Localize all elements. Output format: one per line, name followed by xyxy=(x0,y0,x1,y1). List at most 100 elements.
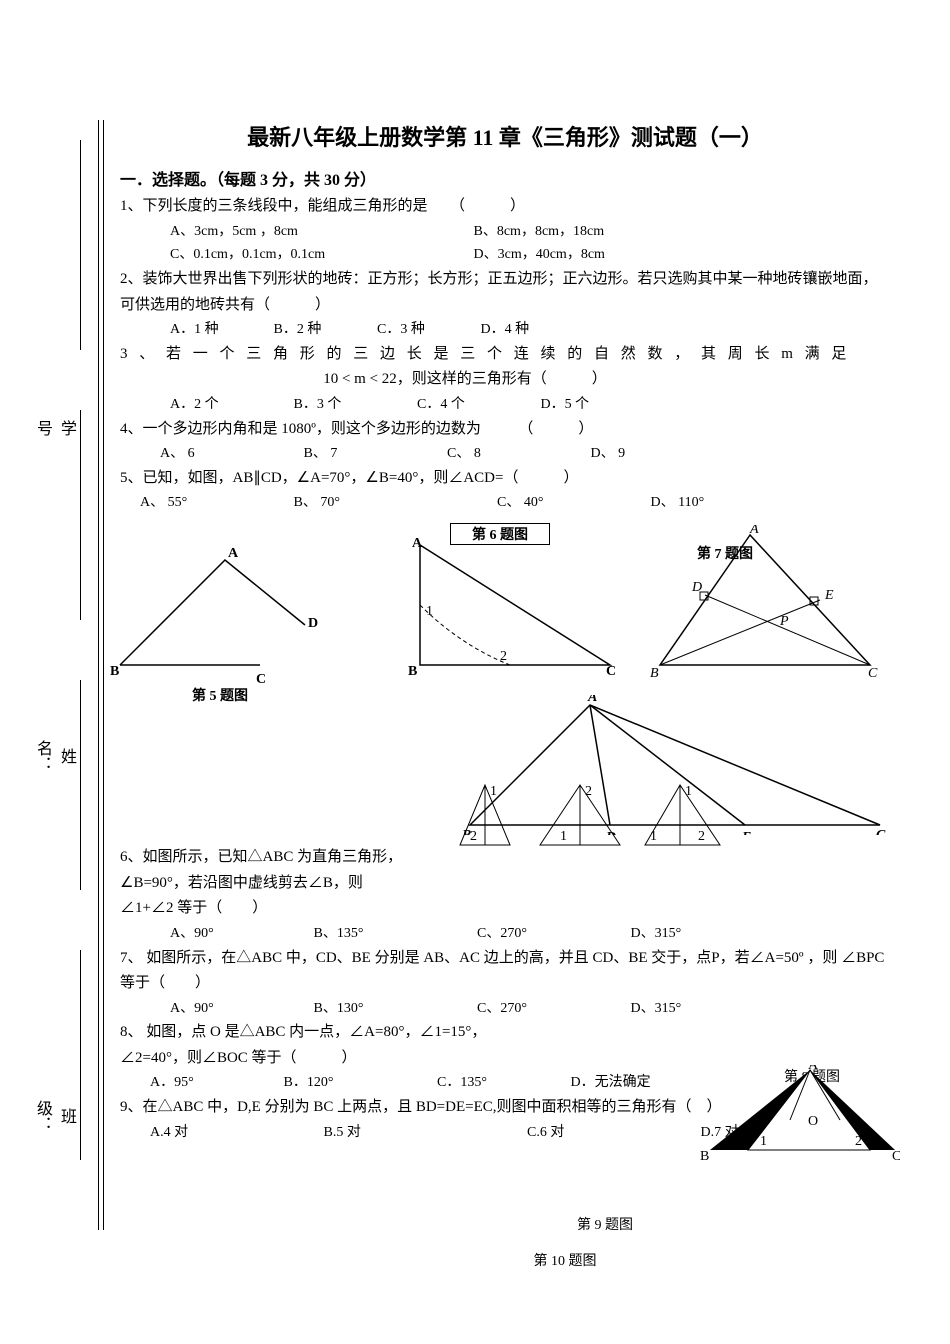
q6-opt-d: D、315° xyxy=(631,922,682,946)
q1-stem: 1、下列长度的三条线段中，能组成三角形的是 （ ） xyxy=(120,194,890,220)
q6-l3: ∠1+∠2 等于（ ） xyxy=(120,896,890,922)
fig10-caption: 第 10 题图 xyxy=(240,1250,890,1270)
page: 学号 姓名： 班级： 最新八年级上册数学第 11 章《三角形》测试题（一） 一．… xyxy=(0,0,950,1344)
svg-text:1: 1 xyxy=(760,1134,767,1149)
svg-text:1: 1 xyxy=(650,829,657,844)
q6-opt-a: A、90° xyxy=(170,922,310,946)
fig8-svg: A B C 1 2 O xyxy=(700,1065,900,1160)
q2-opt-a: A．1 种 xyxy=(170,318,270,342)
svg-text:C: C xyxy=(606,664,616,679)
q5-opt-d: D、 110° xyxy=(651,491,705,515)
q6-l2: ∠B=90°，若沿图中虚线剪去∠B，则 xyxy=(120,871,890,897)
svg-text:E: E xyxy=(824,588,834,603)
q1-opt-b: B、8cm，8cm，18cm xyxy=(474,220,605,244)
side-line-4 xyxy=(80,950,81,1160)
svg-text:D: D xyxy=(308,616,318,631)
page-title: 最新八年级上册数学第 11 章《三角形》测试题（一） xyxy=(120,120,890,152)
q4-opt-a: A、 6 xyxy=(160,442,300,466)
q8-opt-c: C．135° xyxy=(437,1071,567,1095)
side-line-2 xyxy=(80,410,81,620)
q3-stem: 3 、 若 一 个 三 角 形 的 三 边 长 是 三 个 连 续 的 自 然 … xyxy=(120,342,890,368)
q3-opt-a: A．2 个 xyxy=(170,393,290,417)
q7-opt-b: B、130° xyxy=(314,997,474,1021)
fig5-caption: 第 5 题图 xyxy=(150,685,290,705)
svg-text:2: 2 xyxy=(698,829,705,844)
fig6-caption: 第 6 题图 xyxy=(450,523,550,545)
side-label-class: 班级： xyxy=(30,1100,78,1132)
q3-cond: 10 < m < 22，则这样的三角形有（ ） xyxy=(40,367,890,393)
q4-opt-b: B、 7 xyxy=(304,442,444,466)
svg-text:C: C xyxy=(876,828,886,835)
binding-rule xyxy=(98,120,104,1230)
svg-text:2: 2 xyxy=(470,829,477,844)
svg-text:A: A xyxy=(412,536,423,551)
q9-opt-b: B.5 对 xyxy=(324,1121,524,1145)
fig7-caption: 第 7 题图 xyxy=(680,543,770,563)
svg-text:1: 1 xyxy=(490,784,497,799)
q7-opt-a: A、90° xyxy=(170,997,310,1021)
q8-opt-d: D．无法确定 xyxy=(571,1071,651,1095)
svg-text:2: 2 xyxy=(500,649,507,664)
fig6-svg: A B C 1 2 xyxy=(400,535,630,695)
svg-text:E: E xyxy=(741,830,751,835)
svg-text:A: A xyxy=(808,1065,819,1073)
q2-options: A．1 种 B．2 种 C．3 种 D．4 种 xyxy=(170,318,890,342)
q5-opt-a: A、 55° xyxy=(140,491,290,515)
q2-opt-b: B．2 种 xyxy=(274,318,374,342)
q6-opt-b: B、135° xyxy=(314,922,474,946)
q8-l1: 8、 如图，点 O 是△ABC 内一点，∠A=80°，∠1=15°， xyxy=(120,1020,890,1046)
section-1-heading: 一．选择题。（每题 3 分，共 30 分） xyxy=(120,166,890,190)
q5-stem: 5、已知，如图，AB∥CD，∠A=70°，∠B=40°，则∠ACD=（ ） xyxy=(120,466,890,492)
side-line-1 xyxy=(80,140,81,350)
q1-opt-a: A、3cm，5cm ，8cm xyxy=(170,220,470,244)
q9-opt-a: A.4 对 xyxy=(150,1121,320,1145)
q4-stem: 4、一个多边形内角和是 1080º，则这个多边形的边数为 （ ） xyxy=(120,417,890,443)
q3-opt-c: C．4 个 xyxy=(417,393,537,417)
q7-opt-d: D、315° xyxy=(631,997,682,1021)
q7-stem: 7、 如图所示，在△ABC 中，CD、BE 分别是 AB、AC 边上的高，并且 … xyxy=(120,946,890,997)
fig9-caption: 第 9 题图 xyxy=(320,1214,890,1234)
svg-text:1: 1 xyxy=(685,784,692,799)
q8-opt-b: B．120° xyxy=(284,1071,434,1095)
q2-opt-c: C．3 种 xyxy=(377,318,477,342)
svg-text:A: A xyxy=(749,525,759,537)
q2-opt-d: D．4 种 xyxy=(481,318,530,342)
fig10-shapes: 1 2 2 1 1 1 2 xyxy=(450,775,730,870)
q7-options: A、90° B、130° C、270° D、315° xyxy=(170,997,890,1021)
svg-text:O: O xyxy=(808,1114,818,1129)
q6-block: 12 21 112 6、如图所示，已知△ABC 为直角三角形， ∠B=90°，若… xyxy=(120,845,890,945)
svg-text:1: 1 xyxy=(426,604,433,619)
q5-options: A、 55° B、 70° C、 40° D、 110° xyxy=(140,491,890,515)
side-line-3 xyxy=(80,680,81,890)
q1-opt-c: C、0.1cm，0.1cm，0.1cm xyxy=(170,243,470,267)
svg-text:1: 1 xyxy=(560,829,567,844)
svg-text:B: B xyxy=(700,1149,709,1160)
q3-options: A．2 个 B．3 个 C．4 个 D．5 个 xyxy=(170,393,890,417)
content: 最新八年级上册数学第 11 章《三角形》测试题（一） 一．选择题。（每题 3 分… xyxy=(120,120,890,1270)
svg-text:2: 2 xyxy=(585,784,592,799)
svg-text:B: B xyxy=(650,666,659,681)
svg-text:B: B xyxy=(110,664,119,679)
q9-opt-c: C.6 对 xyxy=(527,1121,697,1145)
q4-options: A、 6 B、 7 C、 8 D、 9 xyxy=(160,442,890,466)
q5-opt-c: C、 40° xyxy=(497,491,647,515)
fig5-svg: A B C D xyxy=(110,535,320,705)
svg-text:P: P xyxy=(779,614,789,629)
side-label-student-no: 学号 xyxy=(30,420,78,436)
fig8-shape: A B C 1 2 O xyxy=(700,1065,900,1165)
q1-opt-d: D、3cm，40cm，8cm xyxy=(474,243,605,267)
svg-text:C: C xyxy=(892,1149,900,1160)
q2-stem: 2、装饰大世界出售下列形状的地砖：正方形；长方形；正五边形；正六边形。若只选购其… xyxy=(120,267,890,318)
side-label-name: 姓名： xyxy=(30,740,78,772)
fig10-svg: 1 2 2 1 1 1 2 xyxy=(450,775,730,865)
q4-opt-c: C、 8 xyxy=(447,442,587,466)
q6-opt-c: C、270° xyxy=(477,922,627,946)
q5-opt-b: B、 70° xyxy=(294,491,494,515)
svg-text:C: C xyxy=(868,666,878,681)
q9-block: A B C 1 2 O 9、在△ABC 中，D,E 分别为 BC 上两点，且 B… xyxy=(120,1095,890,1144)
q4-opt-d: D、 9 xyxy=(591,442,626,466)
svg-text:D: D xyxy=(691,580,702,595)
q6-options: A、90° B、135° C、270° D、315° xyxy=(170,922,890,946)
q7-opt-c: C、270° xyxy=(477,997,627,1021)
q1-options: A、3cm，5cm ，8cm B、8cm，8cm，18cm C、0.1cm，0.… xyxy=(170,220,890,268)
